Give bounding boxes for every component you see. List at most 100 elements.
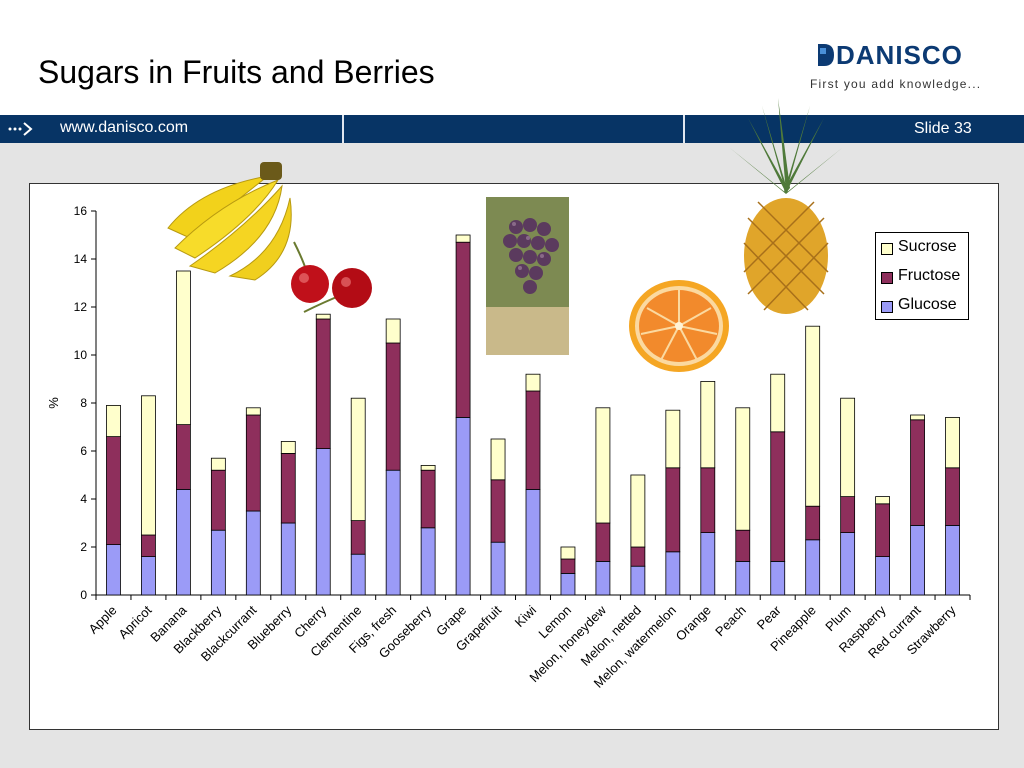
bar-sucrose — [175, 270, 191, 426]
logo-tagline: First you add knowledge... — [810, 77, 982, 91]
bar-fructose — [840, 496, 856, 534]
y-tick-label: 12 — [74, 300, 88, 314]
bar-fructose — [770, 431, 786, 562]
bar-sucrose — [595, 407, 611, 524]
bar-glucose — [770, 560, 786, 596]
bar-sucrose — [106, 404, 121, 437]
bar-glucose — [315, 448, 331, 596]
bar-fructose — [455, 241, 471, 418]
x-tick-label: Pear — [754, 602, 784, 632]
bar-fructose — [106, 436, 121, 546]
x-tick-label: Plum — [822, 603, 854, 635]
page-title: Sugars in Fruits and Berries — [38, 54, 435, 90]
bar-fructose — [175, 424, 191, 490]
bar-sucrose — [141, 395, 156, 536]
bar-sucrose — [455, 234, 471, 243]
bar-glucose — [805, 539, 821, 596]
x-tick-label: Kiwi — [512, 602, 540, 630]
bar-glucose — [630, 565, 646, 596]
y-tick-label: 8 — [80, 396, 87, 410]
bar-fructose — [945, 467, 960, 526]
bar-sucrose — [945, 416, 960, 469]
bar-sucrose — [350, 397, 366, 521]
bar-fructose — [595, 522, 611, 562]
grapefruit-image — [629, 280, 729, 372]
x-tick-label: Peach — [712, 603, 749, 640]
bar-glucose — [735, 560, 751, 596]
bar-glucose — [280, 522, 296, 596]
y-tick-label: 0 — [80, 588, 87, 602]
bar-sucrose — [770, 373, 786, 433]
bar-glucose — [840, 532, 856, 596]
bar-fructose — [525, 390, 541, 490]
bar-divider — [683, 115, 685, 143]
y-tick-label: 10 — [74, 348, 88, 362]
website-link[interactable]: www.danisco.com — [60, 119, 189, 136]
bar-fructose — [315, 318, 331, 450]
slide-number: Slide 33 — [914, 120, 972, 137]
bar-glucose — [420, 527, 436, 596]
cherries-image — [291, 241, 372, 313]
bar-sucrose — [560, 546, 576, 560]
bar-sucrose — [630, 474, 646, 548]
bar-glucose — [350, 553, 366, 596]
bar-sucrose — [315, 313, 331, 320]
bar-sucrose — [210, 457, 226, 471]
bar-glucose — [665, 551, 681, 596]
bar-sucrose — [840, 397, 856, 497]
bar-glucose — [245, 510, 261, 596]
bar-fructose — [700, 467, 716, 533]
bar-sucrose — [665, 409, 681, 469]
y-axis-label: % — [46, 397, 61, 409]
y-tick-label: 2 — [80, 540, 87, 554]
y-tick-label: 14 — [74, 252, 88, 266]
bar-sucrose — [700, 380, 716, 469]
bar-fructose — [210, 469, 226, 531]
bar-glucose — [560, 572, 576, 596]
bar-fructose — [735, 529, 751, 562]
bar-glucose — [210, 529, 226, 596]
stacked-bar-chart: 0246810121416%AppleApricotBananaBlackber… — [46, 204, 971, 691]
banana-image — [167, 162, 292, 281]
bar-glucose — [490, 541, 506, 596]
legend-label: Glucose — [898, 296, 957, 313]
bar-fructose — [805, 505, 821, 541]
bar-fructose — [420, 469, 436, 529]
bar-glucose — [106, 544, 121, 596]
legend-label: Sucrose — [898, 238, 957, 255]
bar-glucose — [945, 524, 960, 596]
bar-fructose — [350, 520, 366, 555]
bar-glucose — [141, 556, 156, 596]
bar-glucose — [875, 556, 890, 596]
bar-fructose — [141, 534, 156, 558]
pineapple-image — [730, 98, 842, 314]
bar-fructose — [875, 503, 890, 557]
y-tick-label: 4 — [80, 492, 87, 506]
bar-glucose — [525, 488, 541, 596]
bar-fructose — [665, 467, 681, 553]
legend-swatch — [881, 301, 893, 313]
bar-sucrose — [805, 325, 821, 507]
bar-sucrose — [420, 464, 436, 471]
legend-swatch — [881, 272, 893, 284]
bar-sucrose — [245, 407, 261, 416]
y-tick-label: 6 — [80, 444, 87, 458]
bar-fructose — [490, 479, 506, 543]
legend-label: Fructose — [898, 267, 961, 284]
bar-sucrose — [280, 440, 296, 454]
slide-header: Sugars in Fruits and Berries DANISCO Fir… — [0, 0, 1024, 114]
x-tick-label: Orange — [673, 603, 714, 644]
bar-fructose — [245, 414, 261, 512]
bar-sucrose — [735, 407, 751, 531]
bar-fructose — [910, 419, 925, 526]
bar-fructose — [280, 452, 296, 524]
danisco-logo: DANISCO First you add knowledge... — [810, 40, 1006, 96]
chart-legend: Sucrose Fructose Glucose — [875, 232, 969, 320]
bar-sucrose — [385, 318, 401, 344]
bar-glucose — [175, 488, 191, 596]
bar-fructose — [560, 558, 576, 574]
legend-swatch — [881, 243, 893, 255]
arrow-icon — [8, 122, 33, 136]
bar-sucrose — [910, 414, 925, 421]
logo-name: DANISCO — [836, 40, 963, 70]
